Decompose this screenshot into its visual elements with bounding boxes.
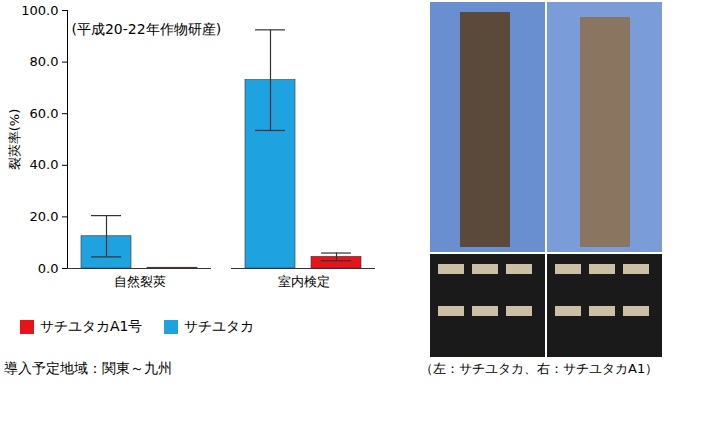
svg-text:自然裂莢: 自然裂莢 <box>114 274 166 289</box>
svg-text:60.0: 60.0 <box>30 106 59 121</box>
html-text:導入予定地域：関東～九州: 導入予定地域：関東～九州 <box>4 360 172 376</box>
svg-text:100.0: 100.0 <box>21 3 58 18</box>
svg-text:80.0: 80.0 <box>30 54 59 69</box>
svg-text:0.0: 0.0 <box>38 261 59 276</box>
svg-text:(平成20-22年作物研産): (平成20-22年作物研産) <box>72 21 222 37</box>
svg-text:40.0: 40.0 <box>30 157 59 172</box>
svg-text:室内検定: 室内検定 <box>278 274 330 289</box>
html-text:サチユタカA1号: サチユタカA1号 <box>40 318 143 334</box>
svg-text:20.0: 20.0 <box>30 209 59 224</box>
html-text:（左：サチユタカ、右：サチユタカA1）: （左：サチユタカ、右：サチユタカA1） <box>420 361 659 376</box>
svg-text:裂莢率(%): 裂莢率(%) <box>7 109 22 171</box>
html-text:サチユタカ: サチユタカ <box>184 318 255 334</box>
